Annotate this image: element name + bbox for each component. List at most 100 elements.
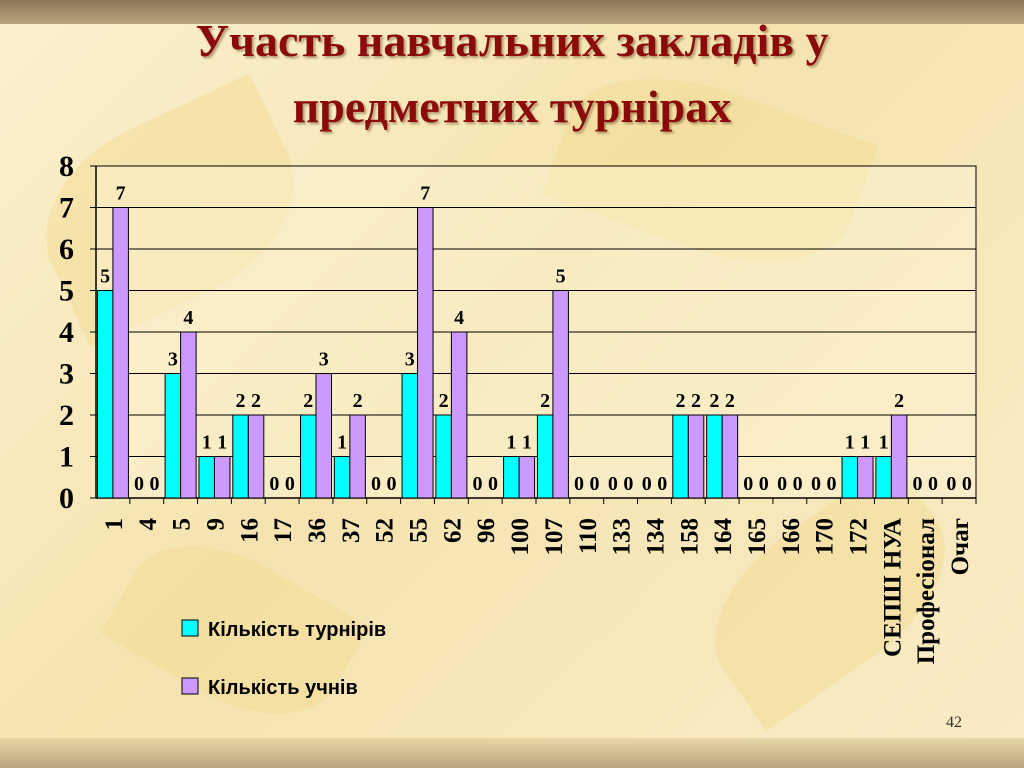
data-label: 1 <box>217 432 227 454</box>
bar-students <box>315 373 332 499</box>
data-label: 0 <box>371 473 381 495</box>
bar-tournaments <box>96 290 114 499</box>
data-label: 3 <box>319 349 329 371</box>
y-tick-label: 3 <box>59 358 74 391</box>
data-label: 0 <box>743 473 753 495</box>
y-tick-label: 1 <box>59 441 74 474</box>
y-tick-label: 7 <box>59 192 74 225</box>
x-tick-label: 9 <box>202 518 229 531</box>
bar-tournaments <box>232 414 249 499</box>
x-tick-label: 1 <box>101 518 128 531</box>
data-label: 2 <box>691 390 701 412</box>
data-label: 0 <box>912 473 922 495</box>
y-tick-label: 8 <box>59 150 74 183</box>
data-label: 3 <box>405 349 415 371</box>
data-label: 2 <box>251 390 261 412</box>
x-tick-label: 133 <box>609 518 636 556</box>
x-tick-label: 62 <box>439 518 466 543</box>
x-tick-label: 164 <box>710 518 737 556</box>
data-label: 0 <box>826 473 836 495</box>
x-tick-label: 4 <box>135 518 162 531</box>
data-label: 0 <box>642 473 652 495</box>
legend-swatch <box>181 619 199 637</box>
data-label: 1 <box>337 432 347 454</box>
data-label: 1 <box>860 432 870 454</box>
x-tick-label: 170 <box>812 518 839 556</box>
data-label: 1 <box>202 432 212 454</box>
data-label: 2 <box>540 390 550 412</box>
bar-students <box>349 414 366 499</box>
data-label: 3 <box>168 349 178 371</box>
bar-tournaments <box>333 456 351 499</box>
data-label: 0 <box>946 473 956 495</box>
y-tick-label: 5 <box>59 275 74 308</box>
bar-students <box>721 414 739 499</box>
bar-students <box>417 207 434 499</box>
x-tick-label: 110 <box>575 518 602 554</box>
bar-students <box>890 414 908 499</box>
bar-tournaments <box>706 414 723 499</box>
x-tick-label: Очаг <box>947 518 974 575</box>
x-tick-label: 172 <box>846 518 873 556</box>
x-tick-label: 52 <box>372 518 399 543</box>
data-label: 0 <box>134 473 144 495</box>
x-tick-label: 166 <box>778 518 805 556</box>
data-label: 7 <box>420 183 430 205</box>
y-tick-label: 2 <box>59 399 74 432</box>
x-tick-label: СЕПШ НУА <box>879 518 906 657</box>
data-label: 2 <box>439 390 449 412</box>
data-label: 2 <box>894 390 904 412</box>
bar-tournaments <box>164 373 182 499</box>
data-label: 5 <box>100 266 110 288</box>
x-tick-label: 134 <box>642 518 669 556</box>
x-tick-label: 17 <box>270 518 297 543</box>
bar-students <box>213 456 231 499</box>
top-decor-bar <box>0 0 1024 24</box>
slide-title-line-1: Участь навчальних закладів у <box>195 15 829 66</box>
data-label: 0 <box>962 473 972 495</box>
data-label: 0 <box>657 473 667 495</box>
bar-students <box>687 414 705 499</box>
bar-tournaments <box>435 414 452 499</box>
bar-tournaments <box>198 456 215 499</box>
data-label: 4 <box>454 307 464 329</box>
x-tick-label: 96 <box>473 518 500 543</box>
data-label: 0 <box>269 473 279 495</box>
data-label: 1 <box>845 432 855 454</box>
data-label: 0 <box>928 473 938 495</box>
data-label: 4 <box>183 307 193 329</box>
bar-tournaments <box>672 414 689 499</box>
data-label: 5 <box>556 266 566 288</box>
x-tick-label: 100 <box>507 518 534 556</box>
slide-number: 42 <box>946 714 962 731</box>
bar-tournaments <box>503 456 520 499</box>
data-label: 2 <box>303 390 313 412</box>
bar-tournaments <box>841 456 859 499</box>
data-label: 0 <box>386 473 396 495</box>
bar-tournaments <box>300 414 317 499</box>
bar-students <box>112 207 129 499</box>
bar-tournaments <box>875 456 892 499</box>
bottom-decor-bar <box>0 738 1024 768</box>
slide-title-line-2: предметних турнірах <box>292 81 732 132</box>
data-label: 7 <box>116 183 126 205</box>
data-label: 0 <box>150 473 160 495</box>
data-label: 2 <box>725 390 735 412</box>
x-tick-label: 107 <box>541 518 568 556</box>
x-tick-label: Професіонал <box>913 518 940 664</box>
legend-label: Кількість турнірів <box>208 619 386 641</box>
data-label: 0 <box>608 473 618 495</box>
data-label: 0 <box>759 473 769 495</box>
data-label: 2 <box>236 390 246 412</box>
legend-swatch <box>181 677 199 695</box>
y-tick-label: 6 <box>59 233 74 266</box>
y-tick-label: 4 <box>59 316 74 349</box>
bar-students <box>247 414 265 499</box>
data-label: 0 <box>811 473 821 495</box>
x-tick-label: 55 <box>406 518 433 543</box>
bar-tournaments <box>536 414 554 499</box>
data-label: 0 <box>488 473 498 495</box>
y-tick-label: 0 <box>59 482 74 515</box>
data-label: 2 <box>676 390 686 412</box>
data-label: 1 <box>522 432 532 454</box>
